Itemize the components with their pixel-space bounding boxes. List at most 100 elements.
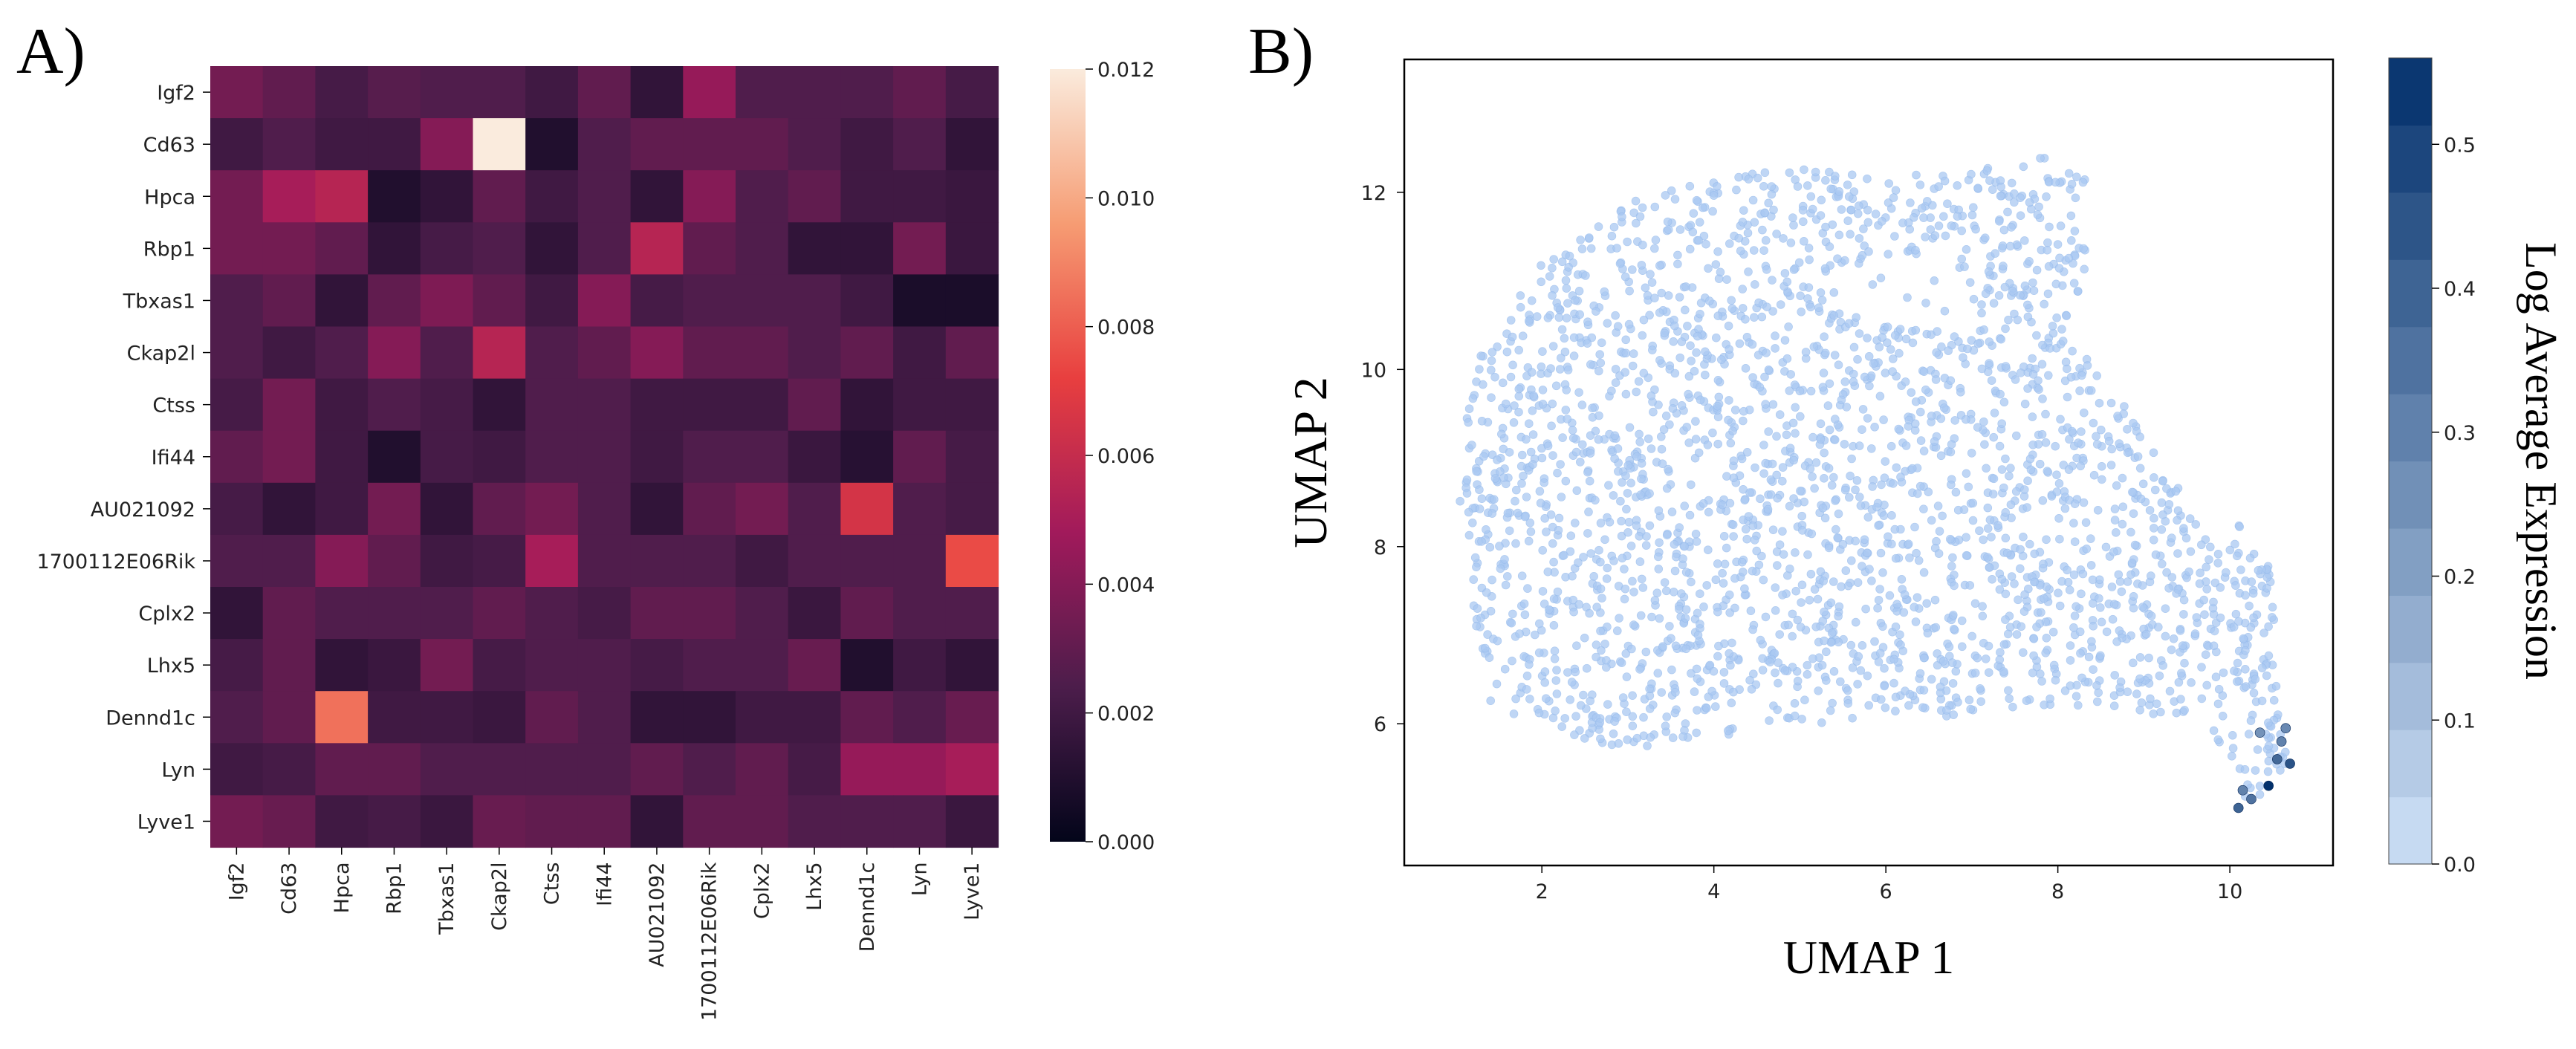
data-point xyxy=(2127,558,2137,568)
data-point xyxy=(1462,475,1472,484)
data-point xyxy=(2167,645,2176,655)
x-tick-label: Cd63 xyxy=(278,863,301,915)
data-point xyxy=(1574,558,1583,568)
data-point xyxy=(1708,207,1717,216)
heatmap-cell xyxy=(945,482,999,536)
data-point xyxy=(1490,474,1500,483)
data-point xyxy=(2004,686,2013,695)
data-point xyxy=(1635,665,1644,674)
data-point xyxy=(1869,359,1878,368)
data-point xyxy=(1825,425,1834,435)
data-point xyxy=(1738,304,1748,313)
data-point xyxy=(1681,644,1691,654)
data-point xyxy=(1527,296,1537,305)
data-point xyxy=(1816,435,1826,444)
data-point xyxy=(1805,255,1814,264)
data-point xyxy=(1870,422,1879,432)
x-tick-label: 1700112E06Rik xyxy=(698,862,721,1021)
data-point xyxy=(1580,734,1589,743)
heatmap-cell xyxy=(473,170,526,223)
data-point xyxy=(1716,355,1726,364)
colorbar-band xyxy=(2389,730,2432,798)
heatmap-cell xyxy=(945,170,999,223)
heatmap-cell xyxy=(630,222,684,275)
data-point xyxy=(1800,695,1809,705)
heatmap-cell xyxy=(736,118,789,171)
data-point xyxy=(1639,368,1649,378)
heatmap-cell xyxy=(788,170,841,223)
data-point xyxy=(1638,583,1648,592)
data-point xyxy=(2202,585,2211,594)
data-point xyxy=(1908,338,1918,348)
data-point xyxy=(1548,290,1557,300)
data-point xyxy=(1627,644,1636,654)
data-point xyxy=(2017,622,2026,631)
data-point xyxy=(1774,678,1782,688)
data-point xyxy=(1653,552,1663,562)
data-point xyxy=(1837,582,1846,591)
data-point xyxy=(1939,657,1948,666)
heatmap-cell xyxy=(945,587,999,640)
data-point xyxy=(1644,434,1653,444)
data-point xyxy=(1596,358,1606,368)
data-point xyxy=(1506,316,1516,325)
data-point xyxy=(1556,354,1566,363)
data-point xyxy=(1576,701,1586,710)
x-tick-label: 6 xyxy=(1880,880,1892,903)
data-point xyxy=(1755,383,1765,392)
heatmap-cell xyxy=(893,170,947,223)
data-point xyxy=(1540,678,1550,687)
data-point xyxy=(1678,554,1687,563)
data-point xyxy=(1891,622,1901,631)
data-point xyxy=(1736,246,1745,256)
data-point xyxy=(2219,668,2228,678)
data-point xyxy=(1730,406,1740,415)
data-point xyxy=(2076,461,2085,471)
heatmap-cell xyxy=(945,378,999,432)
data-point xyxy=(2251,675,2260,684)
heatmap-cell xyxy=(210,274,264,328)
data-point xyxy=(1567,678,1577,686)
data-point xyxy=(2035,459,2045,469)
data-point xyxy=(1764,427,1774,436)
y-tick-label: Lyn xyxy=(161,759,195,782)
data-point xyxy=(1888,354,1898,363)
data-point xyxy=(2089,418,2098,428)
data-point xyxy=(1948,553,1957,562)
data-point xyxy=(1592,652,1600,662)
heatmap-cell xyxy=(788,743,841,796)
data-point xyxy=(2255,782,2265,790)
data-point xyxy=(2117,587,2126,597)
data-point xyxy=(1724,321,1733,331)
data-point xyxy=(1806,569,1816,579)
colorbar-band xyxy=(2389,58,2432,126)
data-point xyxy=(1748,625,1757,634)
data-point xyxy=(2088,575,2098,585)
data-point xyxy=(2197,694,2207,704)
data-point xyxy=(1632,521,1641,530)
heatmap-cell xyxy=(683,482,736,536)
y-tick-label: Tbxas1 xyxy=(123,290,195,313)
heatmap-cell xyxy=(736,170,789,223)
data-point xyxy=(1477,494,1487,504)
colorbar-tick-label: 0.4 xyxy=(2444,278,2476,301)
data-point xyxy=(1785,386,1794,395)
data-point xyxy=(1516,461,1526,471)
data-point xyxy=(2036,154,2045,163)
heatmap-cell xyxy=(630,691,684,744)
heatmap-cell xyxy=(577,222,632,275)
data-point xyxy=(1577,440,1587,449)
data-point xyxy=(2028,370,2038,379)
heatmap-cell xyxy=(210,534,264,588)
heatmap-cell xyxy=(788,326,841,380)
data-point xyxy=(1801,348,1811,357)
data-point xyxy=(1934,182,1944,191)
data-point xyxy=(1740,584,1749,594)
data-point xyxy=(2016,211,2025,221)
data-point xyxy=(1658,459,1667,469)
data-point xyxy=(1977,308,1986,318)
data-point xyxy=(1930,595,1940,605)
data-point xyxy=(2041,438,2051,447)
data-point xyxy=(2096,603,2105,612)
data-point xyxy=(1846,640,1856,650)
